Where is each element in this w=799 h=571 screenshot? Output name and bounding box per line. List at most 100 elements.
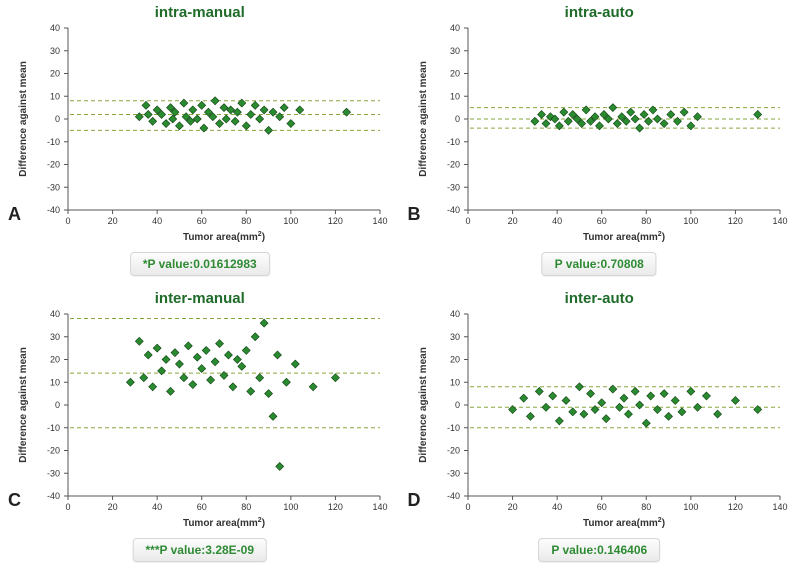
y-tick-label: -40: [446, 205, 459, 215]
x-tick-label: 0: [465, 502, 470, 512]
scatter-marker: [542, 403, 550, 411]
y-tick-label: 40: [449, 309, 459, 319]
scatter-marker: [242, 346, 250, 354]
scatter-marker: [280, 104, 288, 112]
scatter-marker: [247, 110, 255, 118]
x-tick-label: 100: [283, 502, 298, 512]
scatter-marker: [631, 387, 639, 395]
scatter-marker: [575, 382, 583, 390]
x-tick-label: 0: [465, 216, 470, 226]
y-tick-label: -40: [47, 205, 60, 215]
panel-B: intra-autoB020406080100120140-40-30-20-1…: [400, 0, 799, 286]
scatter-marker: [555, 416, 563, 424]
y-tick-label: -20: [446, 445, 459, 455]
x-tick-label: 100: [683, 502, 698, 512]
scatter-marker: [140, 373, 148, 381]
x-axis-label: Tumor area(mm2): [582, 231, 664, 243]
scatter-marker: [591, 405, 599, 413]
scatter-marker: [198, 101, 206, 109]
scatter-marker: [211, 97, 219, 105]
x-tick-label: 140: [372, 216, 387, 226]
scatter-marker: [559, 108, 567, 116]
scatter-chart: 020406080100120140-40-30-20-10010203040T…: [0, 0, 399, 285]
scatter-marker: [229, 382, 237, 390]
scatter-marker: [169, 115, 177, 123]
scatter-marker: [635, 401, 643, 409]
scatter-marker: [648, 106, 656, 114]
panel-D: inter-autoD020406080100120140-40-30-20-1…: [400, 286, 799, 571]
scatter-marker: [180, 373, 188, 381]
scatter-marker: [640, 110, 648, 118]
scatter-marker: [265, 126, 273, 134]
y-axis-label: Difference against mean: [418, 347, 429, 463]
scatter-marker: [126, 378, 134, 386]
scatter-marker: [167, 387, 175, 395]
scatter-marker: [269, 108, 277, 116]
scatter-marker: [613, 120, 621, 128]
panel-A: intra-manualA020406080100120140-40-30-20…: [0, 0, 400, 286]
scatter-marker: [291, 360, 299, 368]
scatter-marker: [175, 122, 183, 130]
x-tick-label: 80: [241, 502, 251, 512]
scatter-marker: [568, 407, 576, 415]
scatter-marker: [642, 419, 650, 427]
scatter-marker: [251, 101, 259, 109]
scatter-marker: [702, 391, 710, 399]
x-tick-label: 60: [197, 502, 207, 512]
x-tick-label: 40: [552, 502, 562, 512]
scatter-marker: [548, 391, 556, 399]
x-axis-label: Tumor area(mm2): [183, 231, 265, 243]
scatter-marker: [269, 412, 277, 420]
y-tick-label: 0: [454, 400, 459, 410]
scatter-marker: [530, 117, 538, 125]
scatter-marker: [273, 350, 281, 358]
scatter-marker: [222, 115, 230, 123]
x-axis-label: Tumor area(mm2): [582, 517, 664, 529]
scatter-marker: [224, 350, 232, 358]
y-tick-label: -10: [47, 422, 60, 432]
p-value-badge: P value:0.70808: [542, 252, 657, 276]
scatter-marker: [535, 387, 543, 395]
scatter-marker: [189, 106, 197, 114]
scatter-marker: [693, 403, 701, 411]
scatter-marker: [142, 101, 150, 109]
scatter-marker: [149, 382, 157, 390]
y-tick-label: -40: [446, 491, 459, 501]
y-tick-label: 40: [50, 23, 60, 33]
scatter-marker: [309, 382, 317, 390]
x-tick-label: 20: [108, 502, 118, 512]
x-tick-label: 40: [552, 216, 562, 226]
x-tick-label: 120: [328, 502, 343, 512]
scatter-marker: [615, 403, 623, 411]
scatter-marker: [200, 124, 208, 132]
x-tick-label: 0: [65, 502, 70, 512]
scatter-marker: [251, 332, 259, 340]
scatter-marker: [519, 394, 527, 402]
scatter-marker: [537, 110, 545, 118]
y-tick-label: 0: [55, 400, 60, 410]
scatter-marker: [608, 104, 616, 112]
scatter-marker: [189, 380, 197, 388]
scatter-marker: [265, 389, 273, 397]
scatter-marker: [202, 346, 210, 354]
x-tick-label: 140: [372, 502, 387, 512]
x-tick-label: 40: [152, 502, 162, 512]
scatter-marker: [242, 122, 250, 130]
scatter-marker: [693, 113, 701, 121]
scatter-marker: [276, 462, 284, 470]
y-tick-label: 40: [50, 309, 60, 319]
y-tick-label: -30: [47, 182, 60, 192]
scatter-marker: [162, 120, 170, 128]
scatter-marker: [660, 389, 668, 397]
x-tick-label: 20: [108, 216, 118, 226]
x-axis-label: Tumor area(mm2): [183, 517, 265, 529]
scatter-chart: 020406080100120140-40-30-20-10010203040T…: [400, 0, 799, 285]
scatter-marker: [149, 117, 157, 125]
x-tick-label: 120: [727, 216, 742, 226]
x-tick-label: 80: [241, 216, 251, 226]
scatter-marker: [256, 115, 264, 123]
x-tick-label: 80: [641, 216, 651, 226]
scatter-marker: [135, 113, 143, 121]
scatter-marker: [184, 341, 192, 349]
scatter-marker: [207, 375, 215, 383]
